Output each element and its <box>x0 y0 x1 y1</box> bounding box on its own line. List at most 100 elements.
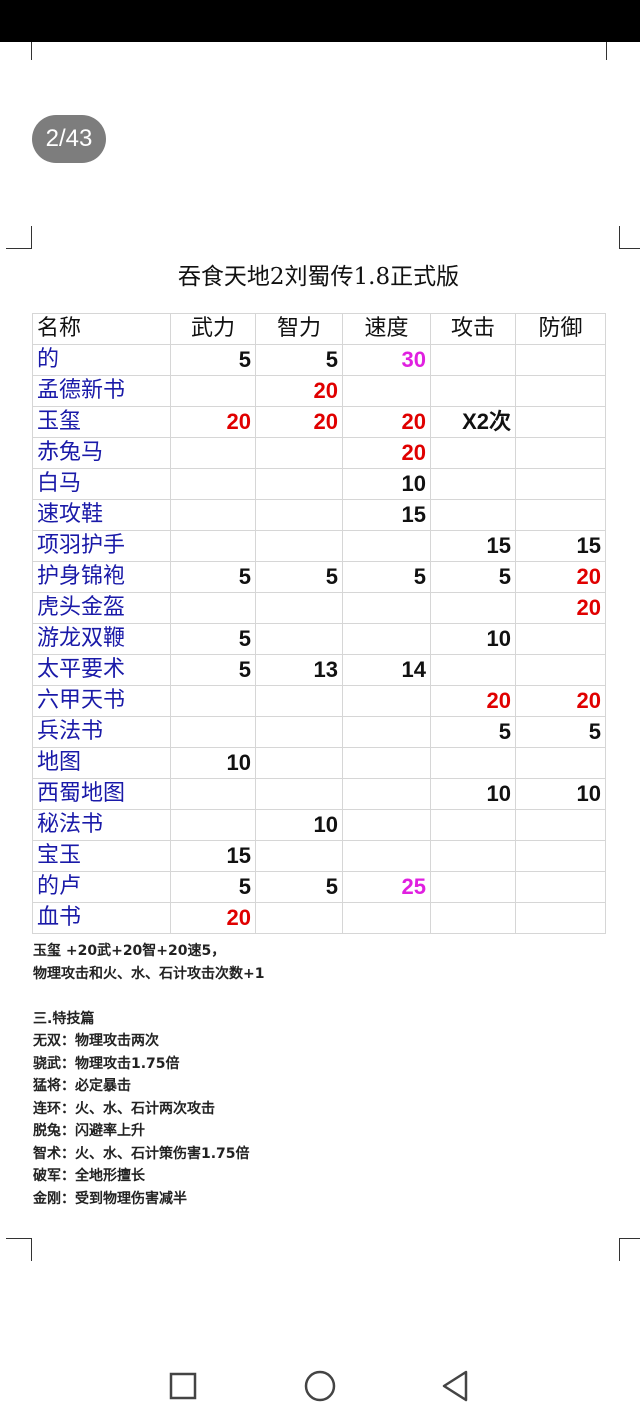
note-line: 猛将：必定暴击 <box>33 1078 131 1094</box>
stat-cell <box>170 809 256 841</box>
document-title: 吞食天地2刘蜀传1.8正式版 <box>177 264 460 290</box>
table-row: 项羽护手 15 15 <box>32 530 606 562</box>
table-row: 西蜀地图 10 10 <box>32 778 606 810</box>
table-row: 地图 10 <box>32 747 606 779</box>
stat-cell: 14 <box>342 654 431 686</box>
item-name: 玉玺 <box>32 406 171 438</box>
item-name: 宝玉 <box>32 840 171 872</box>
stat-cell <box>255 778 343 810</box>
item-name: 白马 <box>32 468 171 500</box>
note-line: 玉玺 +20武+20智+20速5， <box>33 943 226 959</box>
stat-cell <box>342 809 431 841</box>
stat-cell: 25 <box>342 871 431 903</box>
stat-cell: 13 <box>255 654 343 686</box>
table-row: 玉玺 20 20 20 X2次 <box>32 406 606 438</box>
item-name: 速攻鞋 <box>32 499 171 531</box>
crop-mark <box>619 226 640 249</box>
stat-cell <box>515 809 606 841</box>
note-line: 金刚：受到物理伤害减半 <box>33 1190 187 1207</box>
note-line: 三.特技篇 <box>33 1010 95 1027</box>
crop-mark <box>619 1238 640 1261</box>
stat-cell <box>430 375 516 407</box>
stat-cell: 15 <box>515 530 606 562</box>
stat-cell <box>255 902 343 934</box>
stat-cell <box>255 840 343 872</box>
stat-cell: 10 <box>515 778 606 810</box>
stat-cell <box>170 592 256 624</box>
stat-cell: 5 <box>430 716 516 748</box>
stat-cell: 20 <box>515 685 606 717</box>
stat-cell <box>342 747 431 779</box>
column-header: 智力 <box>255 313 343 345</box>
item-name: 项羽护手 <box>32 530 171 562</box>
stat-cell: 5 <box>430 561 516 593</box>
stat-cell: 15 <box>342 499 431 531</box>
back-button[interactable] <box>438 1366 472 1406</box>
stat-cell <box>515 840 606 872</box>
table-row: 游龙双鞭 5 10 <box>32 623 606 655</box>
table-row: 孟德新书 20 <box>32 375 606 407</box>
item-name: 孟德新书 <box>32 375 171 407</box>
stat-cell <box>515 747 606 779</box>
note-line: 无双：物理攻击两次 <box>33 1033 159 1049</box>
stat-cell <box>515 499 606 531</box>
item-name: 六甲天书 <box>32 685 171 717</box>
stat-cell <box>430 592 516 624</box>
stat-cell: 20 <box>342 406 431 438</box>
stat-cell <box>515 871 606 903</box>
stat-cell: 20 <box>515 592 606 624</box>
stat-cell <box>255 468 343 500</box>
item-name: 血书 <box>32 902 171 934</box>
stat-cell <box>430 809 516 841</box>
crop-mark <box>6 226 32 249</box>
stat-cell: 10 <box>342 468 431 500</box>
item-name: 的卢 <box>32 871 171 903</box>
stat-cell <box>430 902 516 934</box>
stat-cell <box>515 623 606 655</box>
stat-cell <box>430 840 516 872</box>
stat-cell <box>170 685 256 717</box>
stat-cell: 20 <box>255 406 343 438</box>
stat-cell: 20 <box>342 437 431 469</box>
note-line <box>33 985 605 1008</box>
stat-cell <box>342 592 431 624</box>
stat-cell <box>515 437 606 469</box>
recent-apps-button[interactable] <box>168 1366 198 1406</box>
stat-cell <box>515 654 606 686</box>
table-row: 宝玉 15 <box>32 840 606 872</box>
stat-cell: 15 <box>170 840 256 872</box>
stat-cell: 30 <box>342 344 431 376</box>
stat-cell <box>515 344 606 376</box>
stat-cell <box>430 468 516 500</box>
stat-cell: 5 <box>255 344 343 376</box>
stat-cell: 5 <box>170 561 256 593</box>
stat-cell <box>430 871 516 903</box>
item-name: 赤兔马 <box>32 437 171 469</box>
table-header-row: 名称 武力 智力 速度 攻击 防御 <box>32 313 606 345</box>
column-header: 攻击 <box>430 313 516 345</box>
stat-cell: 10 <box>170 747 256 779</box>
stat-cell <box>342 685 431 717</box>
stat-cell <box>170 437 256 469</box>
stat-cell <box>515 902 606 934</box>
note-line: 破军：全地形擅长 <box>33 1168 145 1184</box>
stat-cell: 5 <box>170 654 256 686</box>
table-row: 虎头金盔 20 <box>32 592 606 624</box>
stat-cell <box>255 685 343 717</box>
column-header: 武力 <box>170 313 256 345</box>
stat-cell <box>342 716 431 748</box>
stat-cell <box>342 840 431 872</box>
crop-mark <box>31 42 32 60</box>
column-header: 防御 <box>515 313 606 345</box>
note-line: 智术：火、水、石计策伤害1.75倍 <box>33 1145 250 1162</box>
crop-mark <box>6 1238 32 1261</box>
stat-cell <box>255 530 343 562</box>
home-button[interactable] <box>302 1366 338 1406</box>
table-row: 秘法书 10 <box>32 809 606 841</box>
stat-cell: 10 <box>430 778 516 810</box>
table-row: 太平要术 5 13 14 <box>32 654 606 686</box>
item-name: 的 <box>32 344 171 376</box>
circle-icon <box>304 1370 336 1402</box>
note-line: 骁武：物理攻击1.75倍 <box>33 1055 180 1072</box>
page-indicator: 2/43 <box>32 115 106 163</box>
